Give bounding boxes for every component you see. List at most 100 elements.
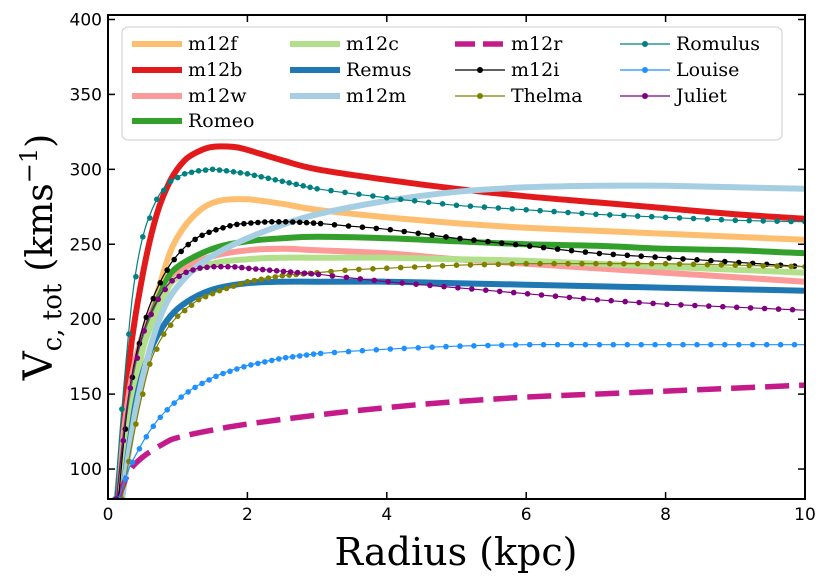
legend-item-m12r: m12r	[455, 33, 563, 55]
data-point-thelma-40	[481, 261, 488, 268]
data-point-romulus-21	[258, 174, 265, 180]
data-point-romulus-36	[411, 198, 418, 204]
series-line-juliet	[115, 265, 805, 499]
data-point-juliet-45	[538, 292, 545, 298]
series-line-remus	[118, 278, 805, 499]
data-point-louise-2	[129, 459, 136, 466]
data-point-juliet-43	[510, 289, 517, 296]
data-point-juliet-19	[246, 265, 252, 272]
data-point-m12i-48	[582, 249, 589, 255]
data-point-romulus-19	[244, 171, 251, 177]
y-axis-label-superscript: −1	[15, 148, 43, 183]
data-point-romulus-63	[788, 218, 794, 225]
legend-item-m12f: m12f	[132, 33, 239, 55]
data-point-m12i-7	[164, 267, 170, 273]
data-point-juliet-4	[141, 328, 147, 334]
data-point-louise-50	[610, 341, 617, 348]
data-point-romulus-20	[251, 172, 258, 179]
data-point-juliet-52	[636, 299, 642, 306]
data-point-thelma-50	[621, 260, 627, 267]
data-point-juliet-41	[483, 287, 489, 294]
data-point-louise-12	[199, 380, 205, 387]
data-point-thelma-53	[662, 260, 669, 267]
x-tick-label-6: 6	[521, 505, 532, 525]
data-point-louise-22	[269, 357, 275, 364]
data-point-romulus-30	[328, 187, 334, 194]
data-point-juliet-8	[169, 278, 175, 284]
legend: m12f m12c m12r Romulus m12b Remus m12i Louise m1…	[121, 26, 783, 141]
data-point-juliet-38	[441, 283, 447, 290]
data-point-juliet-51	[622, 298, 628, 305]
data-point-romulus-37	[425, 199, 432, 206]
data-point-juliet-37	[427, 282, 433, 289]
data-point-romulus-44	[523, 207, 529, 213]
data-point-louise-40	[471, 343, 477, 349]
data-point-m12i-29	[317, 220, 324, 227]
data-point-m12i-16	[227, 223, 233, 229]
data-point-romulus-61	[760, 218, 766, 224]
data-point-juliet-20	[253, 266, 259, 272]
data-point-louise-53	[652, 341, 658, 348]
data-point-m12i-42	[499, 240, 505, 246]
data-point-juliet-10	[183, 269, 189, 276]
y-tick-label-250: 250	[70, 235, 102, 255]
data-point-romulus-23	[272, 177, 279, 183]
data-point-louise-6	[157, 414, 164, 421]
data-point-juliet-28	[308, 271, 315, 277]
data-point-romulus-9	[174, 174, 181, 181]
data-point-juliet-14	[211, 263, 217, 270]
data-point-louise-45	[540, 341, 547, 348]
data-point-juliet-11	[190, 267, 196, 273]
data-point-romulus-35	[397, 196, 404, 203]
x-tick-label-0: 0	[103, 505, 114, 525]
data-point-romulus-29	[314, 186, 320, 192]
data-point-m12i-36	[415, 230, 422, 237]
data-point-thelma-12	[202, 293, 209, 300]
data-point-louise-3	[136, 446, 143, 452]
data-point-thelma-18	[244, 278, 251, 285]
data-point-romulus-54	[662, 214, 669, 221]
y-tick-label-100: 100	[70, 460, 102, 480]
y-tick-label-150: 150	[70, 385, 102, 405]
data-point-juliet-63	[789, 306, 796, 313]
data-point-romulus-1	[119, 406, 125, 412]
data-point-m12i-53	[652, 254, 658, 260]
y-tick-label-300: 300	[70, 160, 102, 180]
data-point-louise-1	[122, 476, 129, 482]
data-point-louise-36	[415, 345, 422, 351]
data-point-m12i-47	[568, 247, 575, 254]
data-point-romulus-13	[202, 167, 209, 173]
data-point-romulus-8	[167, 178, 174, 185]
data-point-romulus-32	[356, 191, 362, 197]
data-point-romulus-47	[565, 209, 571, 216]
data-point-romulus-12	[195, 168, 202, 174]
data-point-louise-5	[150, 423, 157, 430]
legend-label-m12m: m12m	[346, 85, 406, 107]
data-point-romulus-14	[209, 166, 216, 173]
legend-label-m12r: m12r	[511, 33, 563, 55]
ticks-layer: 0 2 4 6 8 10 100 150 200 250 300 350 400	[70, 10, 816, 525]
data-point-romulus-18	[237, 170, 244, 176]
data-point-m12i-57	[708, 257, 714, 264]
data-point-romulus-48	[579, 210, 585, 217]
data-point-romulus-27	[300, 183, 307, 189]
data-point-louise-54	[666, 341, 672, 348]
data-point-m12i-12	[199, 232, 205, 239]
data-point-louise-43	[512, 342, 519, 348]
data-point-louise-4	[143, 434, 150, 440]
data-point-m12i-24	[282, 219, 289, 225]
data-point-thelma-17	[237, 281, 244, 287]
data-point-romulus-60	[746, 217, 752, 224]
data-point-louise-48	[582, 341, 589, 348]
legend-label-m12b: m12b	[188, 59, 242, 81]
data-point-juliet-62	[775, 306, 782, 312]
y-axis-label-base: V	[16, 350, 62, 381]
data-point-thelma-15	[223, 285, 230, 292]
data-point-louise-37	[429, 344, 435, 351]
data-point-thelma-46	[565, 260, 571, 267]
data-point-thelma-16	[230, 283, 237, 290]
data-point-thelma-42	[509, 261, 516, 267]
legend-item-remus: Remus	[290, 59, 412, 81]
data-point-louise-52	[638, 341, 644, 348]
data-point-juliet-57	[706, 303, 712, 309]
